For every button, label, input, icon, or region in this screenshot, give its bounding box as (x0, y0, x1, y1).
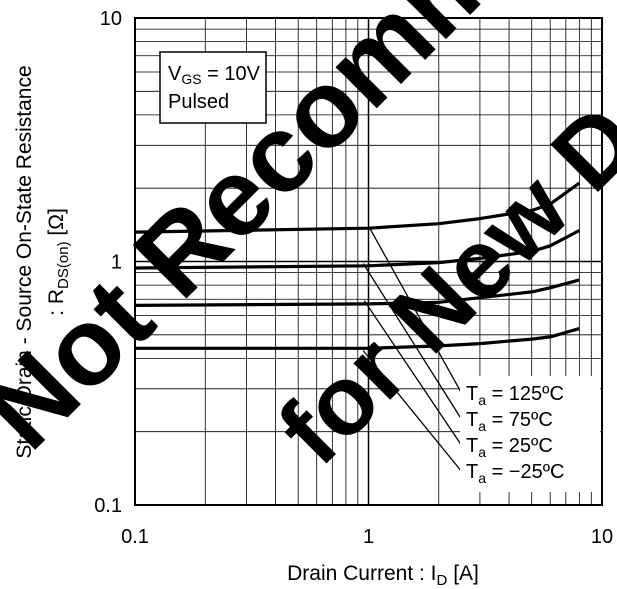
series-line-0 (134, 181, 581, 234)
conditions-vgs: VGS = 10V (168, 63, 261, 87)
conditions-box-frame (159, 51, 267, 124)
curves (134, 181, 581, 350)
series-line-2 (134, 278, 580, 307)
x-tick-label: 1 (363, 526, 374, 548)
series-labels-bg (460, 376, 600, 492)
y-tick-label: 1 (111, 252, 122, 274)
series-label-3: Ta = −25ºC (466, 461, 564, 486)
conditions-box: VGS = 10V Pulsed (159, 51, 267, 124)
series-line-1 (134, 229, 581, 270)
x-tick-label: 10 (591, 526, 613, 548)
y-axis-label-line2: : RDS(on) [Ω] (45, 208, 72, 316)
series-label-2: Ta = 25ºC (466, 435, 553, 460)
x-tick-label: 0.1 (121, 526, 149, 548)
tick-labels: 0.1 1 10 10 1 0.1 (94, 8, 613, 548)
y-tick-label: 10 (100, 8, 122, 30)
leader-lines (362, 225, 463, 473)
leader-line-1 (362, 263, 463, 421)
leader-line-2 (363, 300, 463, 447)
y-tick-label: 0.1 (94, 495, 122, 517)
series-label-1: Ta = 75ºC (466, 409, 553, 434)
conditions-pulsed: Pulsed (168, 91, 229, 113)
leader-line-0 (367, 225, 463, 395)
series-label-0: Ta = 125ºC (466, 383, 564, 408)
x-axis-label: Drain Current : ID [A] (287, 562, 479, 589)
y-axis-label-line1: Static Drain - Source On-State Resistanc… (13, 65, 36, 458)
series-line-3 (135, 327, 580, 350)
plot-frame (134, 17, 603, 506)
leader-line-3 (362, 350, 463, 473)
